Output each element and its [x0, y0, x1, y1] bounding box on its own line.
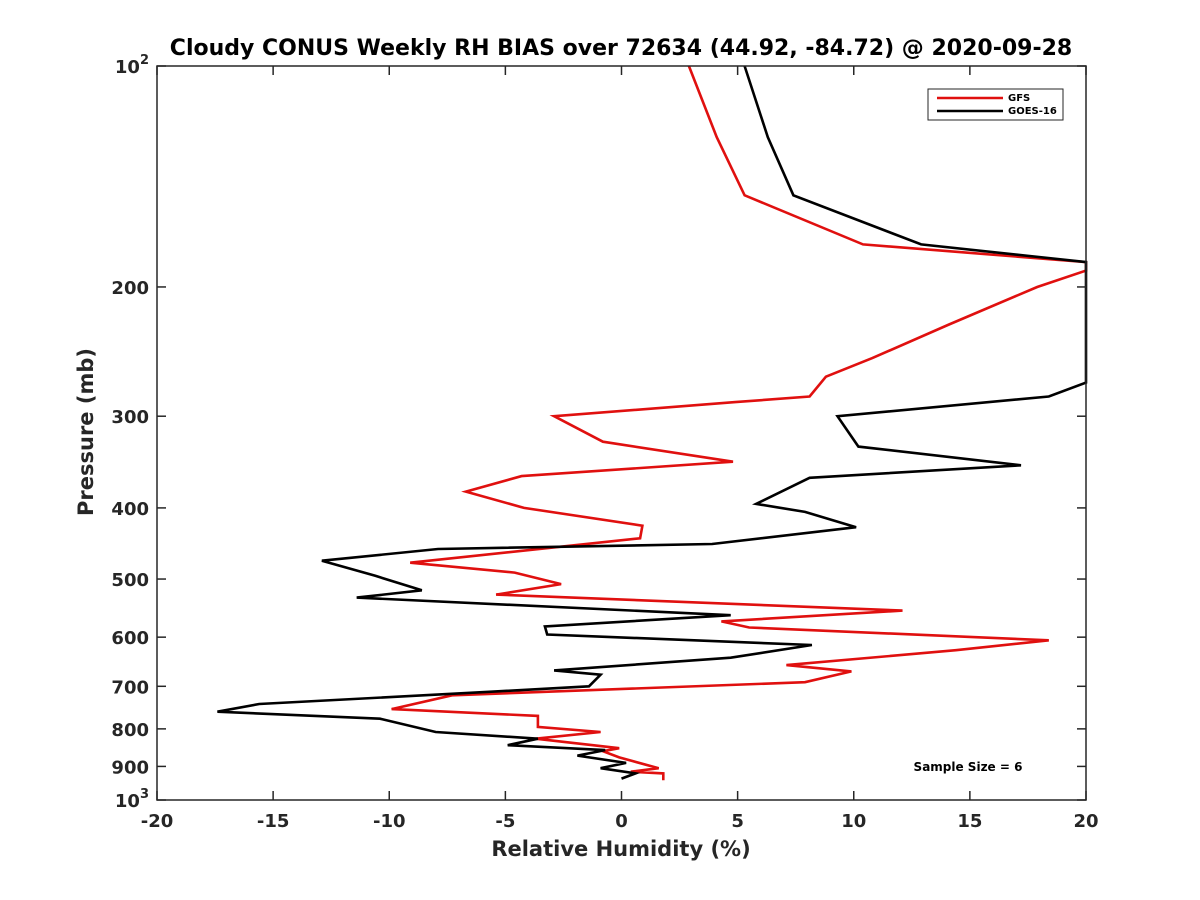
y-tick-label: 400	[111, 499, 149, 520]
y-axis-label: Pressure (mb)	[74, 348, 98, 516]
legend-label-gfs: GFS	[1008, 93, 1030, 104]
y-tick-label: 500	[111, 570, 149, 591]
y-axis: 102 200 300 400 500 600 700 800 900 103	[111, 53, 1086, 812]
y-tick-label: 103	[115, 787, 149, 812]
x-tick-label: -5	[495, 811, 515, 832]
y-tick-label: 200	[111, 278, 149, 299]
x-axis-label: Relative Humidity (%)	[491, 837, 750, 861]
x-axis: -20 -15 -10 -5 0 5 10 15 20	[141, 66, 1099, 832]
x-tick-label: 15	[957, 811, 982, 832]
y-tick-label: 700	[111, 677, 149, 698]
y-tick-label: 800	[111, 720, 149, 741]
series-layer	[217, 65, 1088, 781]
x-tick-label: -20	[141, 811, 174, 832]
x-tick-label: -15	[257, 811, 290, 832]
x-tick-label: 0	[615, 811, 628, 832]
plot-area: -20 -15 -10 -5 0 5 10 15 20 102 200 300 400 500 600 70…	[111, 53, 1098, 832]
x-tick-label: 5	[731, 811, 744, 832]
y-tick-label: 600	[111, 628, 149, 649]
chart-title: Cloudy CONUS Weekly RH BIAS over 72634 (…	[170, 36, 1072, 61]
x-tick-label: -10	[373, 811, 406, 832]
x-tick-label: 20	[1073, 811, 1098, 832]
y-tick-label: 300	[111, 407, 149, 428]
legend-box	[927, 88, 1064, 121]
legend-label-goes-16: GOES-16	[1008, 106, 1057, 117]
series-line-gfs	[391, 65, 1088, 781]
x-tick-label: 10	[841, 811, 866, 832]
series-line-goes-16	[217, 65, 1088, 780]
y-tick-label: 102	[115, 53, 149, 78]
sample-size-annotation: Sample Size = 6	[914, 760, 1023, 774]
y-tick-label: 900	[111, 757, 149, 778]
legend: GFS GOES-16	[927, 88, 1064, 121]
